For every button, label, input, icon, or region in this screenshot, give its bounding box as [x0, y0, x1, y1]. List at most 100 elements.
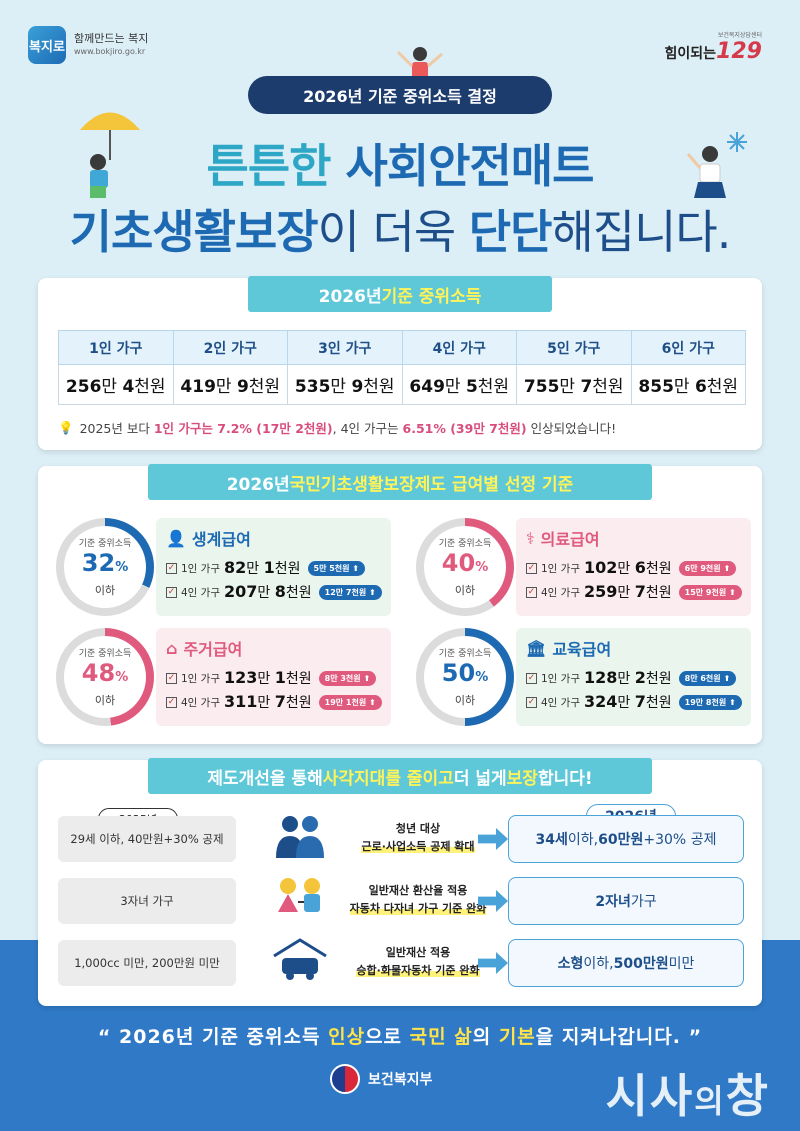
after-value: 소형 이하, 500만원 미만 — [508, 939, 744, 987]
title-badge: 2026년 기준 중위소득 결정 — [248, 76, 552, 114]
percent-ring: 기준 중위소득 40% 이하 — [416, 518, 514, 616]
school-icon: 🏛 — [526, 638, 547, 658]
change-description: 일반재산 적용 승합·화물자동차 기준 완화 — [356, 946, 480, 977]
benefit-row-1: ✓ 1인 가구 82만 1천원 5만 5천원 ⬆ — [166, 556, 383, 580]
children-icon — [270, 876, 330, 926]
checkbox-icon: ✓ — [166, 562, 177, 574]
median-income-table: 1인 가구 2인 가구 3인 가구 4인 가구 5인 가구 6인 가구 256만… — [58, 330, 746, 405]
watermark: 시사의창 — [605, 1069, 770, 1123]
increase-pill: 12만 7천원 ⬆ — [318, 584, 382, 600]
young-adults-icon — [270, 814, 330, 864]
benefit-row-4: ✓ 4인 가구 259만 7천원 15만 9천원 ⬆ — [526, 580, 743, 604]
benefit-panel: ⚕ 의료급여 ✓ 1인 가구 102만 6천원 6만 9천원 ⬆ ✓ 4인 가구 … — [516, 518, 751, 616]
value-cell: 256만 4천원 — [58, 364, 174, 405]
benefit-criteria-label: 2026년 국민기초생활보장제도 급여별 선정 기준 — [148, 464, 652, 500]
value-cell: 419만 9천원 — [172, 364, 288, 405]
ring-sub: 이하 — [94, 584, 116, 597]
bokjiro-slogan: 함께만드는 복지 — [74, 32, 149, 45]
hotline-caption: 보건복지상담센터 — [717, 32, 762, 39]
median-income-card: 2026년 기준 중위소득 1인 가구 2인 가구 3인 가구 4인 가구 5인… — [38, 276, 762, 450]
ring-label: 기준 중위소득 — [78, 539, 132, 549]
change-description: 일반재산 환산율 적용 자동차 다자녀 가구 기준 완화 — [349, 884, 487, 915]
benefit-row-1: ✓ 1인 가구 102만 6천원 6만 9천원 ⬆ — [526, 556, 743, 580]
percent-ring: 기준 중위소득 50% 이하 — [416, 628, 514, 726]
footer-quote: “ 2026년 기준 중위소득 인상으로 국민 삶의 기본을 지켜나갑니다. ” — [97, 1026, 703, 1048]
umbrella-person-icon — [80, 112, 140, 198]
checkbox-icon: ✓ — [526, 586, 537, 598]
bokjiro-mark: 복지로 — [28, 26, 66, 64]
increase-pill: 19만 1천원 ⬆ — [318, 694, 382, 710]
lightbulb-icon: 💡 — [58, 419, 74, 435]
checkbox-icon: ✓ — [526, 696, 537, 708]
snowflake-icon — [727, 132, 747, 152]
median-income-label: 2026년 기준 중위소득 — [248, 276, 552, 312]
benefit-amount: 82만 1천원 — [224, 558, 301, 577]
benefit-row-4: ✓ 4인 가구 311만 7천원 19만 1천원 ⬆ — [166, 690, 383, 714]
header-cell: 3인 가구 — [287, 330, 403, 365]
increase-pill: 8만 3천원 ⬆ — [318, 670, 377, 686]
percent-ring: 기준 중위소득 48% 이하 — [56, 628, 154, 726]
checkbox-icon: ✓ — [166, 672, 177, 684]
car-garage-icon — [270, 938, 330, 988]
bokjiro-logo[interactable]: 복지로 함께만드는 복지 www.bokjiro.go.kr — [28, 26, 148, 64]
benefit-amount: 311만 7천원 — [224, 692, 312, 711]
ring-label: 기준 중위소득 — [438, 649, 492, 659]
table-header-row: 1인 가구 2인 가구 3인 가구 4인 가구 5인 가구 6인 가구 — [58, 330, 746, 365]
hotline-text: 힘이되는 — [664, 46, 717, 62]
benefit-title: ⌂ 주거급여 — [166, 638, 243, 660]
ring-label: 기준 중위소득 — [78, 649, 132, 659]
hotline-logo: 보건복지상담센터 힘이되는129 — [665, 30, 762, 64]
checkbox-icon: ✓ — [166, 696, 177, 708]
after-value: 34세 이하, 60만원 +30% 공제 — [508, 815, 744, 863]
benefit-panel: 🏛 교육급여 ✓ 1인 가구 128만 2천원 8만 6천원 ⬆ ✓ 4인 가구 … — [516, 628, 751, 726]
benefit-title: ⚕ 의료급여 — [526, 528, 600, 550]
jumping-person-icon — [396, 47, 443, 78]
change-description: 청년 대상 근로·사업소득 공제 확대 — [361, 822, 475, 853]
increase-pill: 8만 6천원 ⬆ — [678, 670, 737, 686]
improvement-label: 제도개선을 통해 사각지대를 줄이고 더 넓게 보장 합니다! — [148, 758, 652, 794]
benefit-amount: 207만 8천원 — [224, 582, 312, 601]
ministry-logo[interactable]: 보건복지부 — [330, 1064, 432, 1094]
benefit-amount: 259만 7천원 — [584, 582, 672, 601]
increase-pill: 6만 9천원 ⬆ — [678, 560, 737, 576]
stethoscope-icon: ⚕ — [526, 528, 535, 548]
increase-note: 💡 2025년 보다 1인 가구는 7.2% (17만 2천원), 4인 가구는… — [58, 419, 617, 437]
checkbox-icon: ✓ — [526, 672, 537, 684]
percent-ring: 기준 중위소득 32% 이하 — [56, 518, 154, 616]
benefit-row-1: ✓ 1인 가구 123만 1천원 8만 3천원 ⬆ — [166, 666, 383, 690]
header-cell: 5인 가구 — [516, 330, 632, 365]
header-cell: 4인 가구 — [401, 330, 517, 365]
value-cell: 535만 9천원 — [287, 364, 403, 405]
ministry-name: 보건복지부 — [368, 1072, 433, 1088]
benefit-block: 기준 중위소득 40% 이하 ⚕ 의료급여 ✓ 1인 가구 102만 6천원 6만… — [416, 518, 756, 618]
cheering-person-icon — [686, 146, 726, 198]
benefit-block: 기준 중위소득 50% 이하 🏛 교육급여 ✓ 1인 가구 128만 2천원 8만… — [416, 628, 756, 728]
value-cell: 755만 7천원 — [516, 364, 632, 405]
after-value: 2자녀 가구 — [508, 877, 744, 925]
ring-sub: 이하 — [454, 694, 476, 707]
ring-sub: 이하 — [454, 584, 476, 597]
ring-percent: 48% — [81, 659, 129, 687]
benefit-amount: 324만 7천원 — [584, 692, 672, 711]
benefit-row-4: ✓ 4인 가구 207만 8천원 12만 7천원 ⬆ — [166, 580, 383, 604]
value-cell: 649만 5천원 — [401, 364, 517, 405]
header-cell: 2인 가구 — [172, 330, 288, 365]
ring-label: 기준 중위소득 — [438, 539, 492, 549]
national-emblem-icon — [330, 1064, 360, 1094]
checkbox-icon: ✓ — [526, 562, 537, 574]
benefit-amount: 128만 2천원 — [584, 668, 672, 687]
table-row: 256만 4천원 419만 9천원 535만 9천원 649만 5천원 755만… — [58, 364, 746, 405]
before-value: 29세 이하, 40만원+30% 공제 — [58, 816, 236, 862]
benefit-block: 기준 중위소득 48% 이하 ⌂ 주거급여 ✓ 1인 가구 123만 1천원 8만… — [56, 628, 396, 728]
ring-percent: 50% — [441, 659, 489, 687]
checkbox-icon: ✓ — [166, 586, 177, 598]
header-cell: 1인 가구 — [58, 330, 174, 365]
benefit-panel: ⌂ 주거급여 ✓ 1인 가구 123만 1천원 8만 3천원 ⬆ ✓ 4인 가구 … — [156, 628, 391, 726]
headline-line2: 기초생활보장이 더욱 단단해집니다. — [69, 205, 732, 259]
benefit-amount: 123만 1천원 — [224, 668, 312, 687]
ring-percent: 32% — [81, 549, 129, 577]
hotline-number: 129 — [716, 39, 762, 64]
increase-pill: 15만 9천원 ⬆ — [678, 584, 742, 600]
benefit-row-4: ✓ 4인 가구 324만 7천원 19만 8천원 ⬆ — [526, 690, 743, 714]
